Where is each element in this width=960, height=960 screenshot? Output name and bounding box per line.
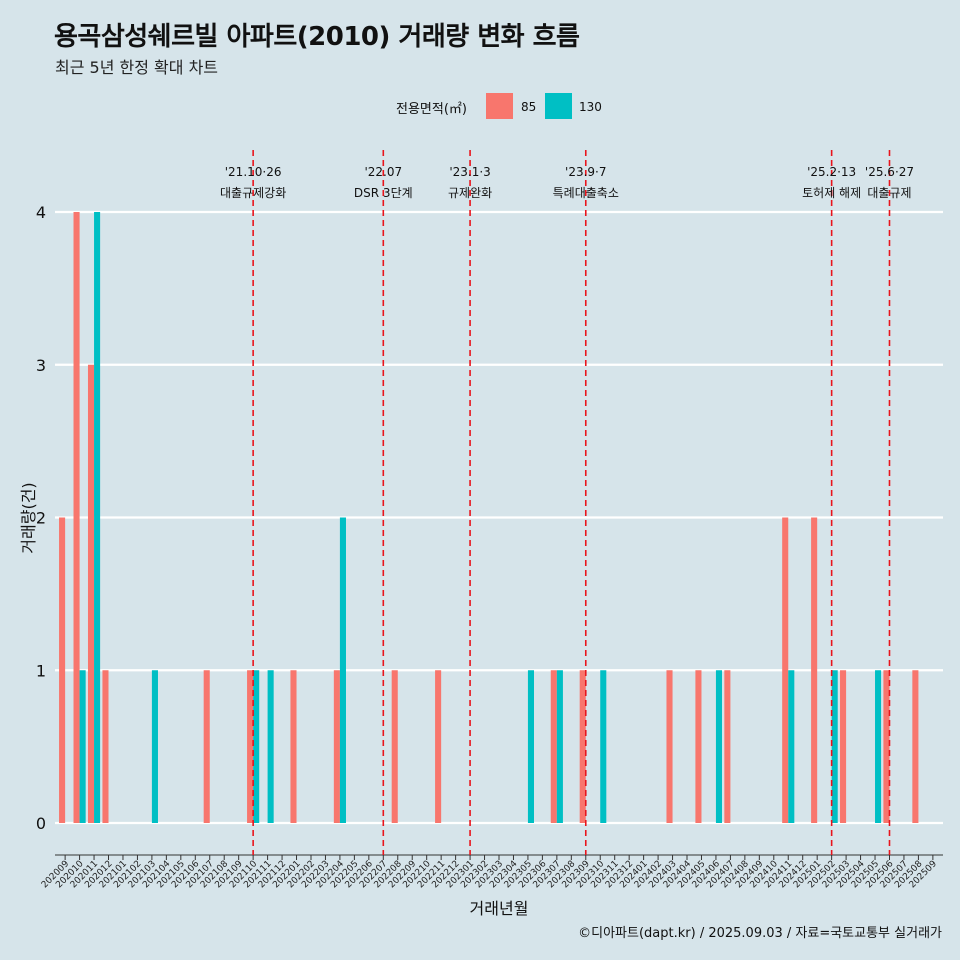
bar-130-202406	[715, 670, 723, 823]
y-tick-label: 3	[36, 356, 46, 375]
x-axis-title: 거래년월	[470, 899, 529, 918]
bar-130-202010	[79, 670, 86, 823]
caption: ©디아파트(dapt.kr) / 2025.09.03 / 자료=국토교통부 실…	[578, 926, 942, 941]
legend-label-85: 85	[521, 100, 537, 114]
bar-85-202110	[247, 670, 254, 823]
bar-85-202403	[666, 670, 673, 823]
bar-85-202011	[87, 364, 95, 823]
event-date-label: '21.10·26	[225, 165, 282, 179]
bar-130-202103	[151, 670, 158, 823]
bar-85-202107	[203, 670, 210, 823]
legend-label-130: 130	[579, 100, 602, 114]
legend-title: 전용면적(㎡)	[396, 102, 467, 117]
bar-130-202204	[339, 517, 346, 823]
event-label: 특례대출축소	[553, 186, 619, 200]
legend-swatch-85	[486, 93, 513, 119]
legend-swatch-130	[545, 93, 572, 119]
event-label: 토허제 해제	[802, 186, 861, 200]
bar-85-202012	[102, 670, 109, 823]
bar-85-202309	[579, 670, 586, 823]
bar-130-202310	[600, 670, 607, 823]
chart-subtitle: 최근 5년 한정 확대 차트	[55, 58, 219, 77]
chart-title: 용곡삼성쉐르빌 아파트(2010) 거래량 변화 흐름	[54, 22, 580, 52]
bar-85-202307	[550, 670, 557, 823]
bar-85-202503	[840, 670, 847, 823]
y-tick-label: 2	[36, 509, 46, 528]
bar-130-202305	[527, 670, 534, 823]
bar-130-202505	[875, 670, 882, 823]
event-date-label: '23.9·7	[565, 165, 606, 179]
event-date-label: '25.6·27	[865, 165, 914, 179]
y-tick-label: 4	[36, 203, 46, 222]
bar-130-202111	[267, 670, 274, 823]
event-label: 대출규제	[867, 186, 911, 200]
event-label: 대출규제강화	[220, 186, 286, 200]
bar-130-202110	[253, 670, 260, 823]
event-label: DSR 3단계	[354, 186, 413, 200]
event-date-label: '22.07	[364, 165, 402, 179]
bar-85-202204	[333, 670, 340, 823]
y-tick-label: 0	[36, 814, 46, 833]
bar-85-202211	[435, 670, 442, 823]
bar-85-202407	[724, 670, 731, 823]
bar-85-202405	[695, 670, 702, 823]
bar-130-202307	[556, 670, 563, 823]
bar-85-202506	[883, 670, 890, 823]
bar-85-202411	[782, 517, 789, 823]
legend: 전용면적(㎡) 85 130	[0, 93, 960, 121]
y-axis-title: 거래량(건)	[19, 482, 38, 553]
bar-85-202208	[391, 670, 398, 823]
bar-85-202009	[59, 517, 66, 823]
event-date-label: '25.2·13	[807, 165, 856, 179]
bar-130-202411	[788, 670, 795, 823]
bar-130-202011	[94, 212, 101, 823]
event-date-label: '23.1·3	[449, 165, 490, 179]
bar-85-202201	[290, 670, 297, 823]
y-tick-label: 1	[36, 661, 46, 680]
bar-85-202508	[912, 670, 919, 823]
bar-130-202502	[831, 670, 838, 823]
bar-85-202010	[73, 212, 80, 823]
bar-85-202501	[811, 517, 818, 823]
event-label: 규제완화	[448, 186, 492, 200]
